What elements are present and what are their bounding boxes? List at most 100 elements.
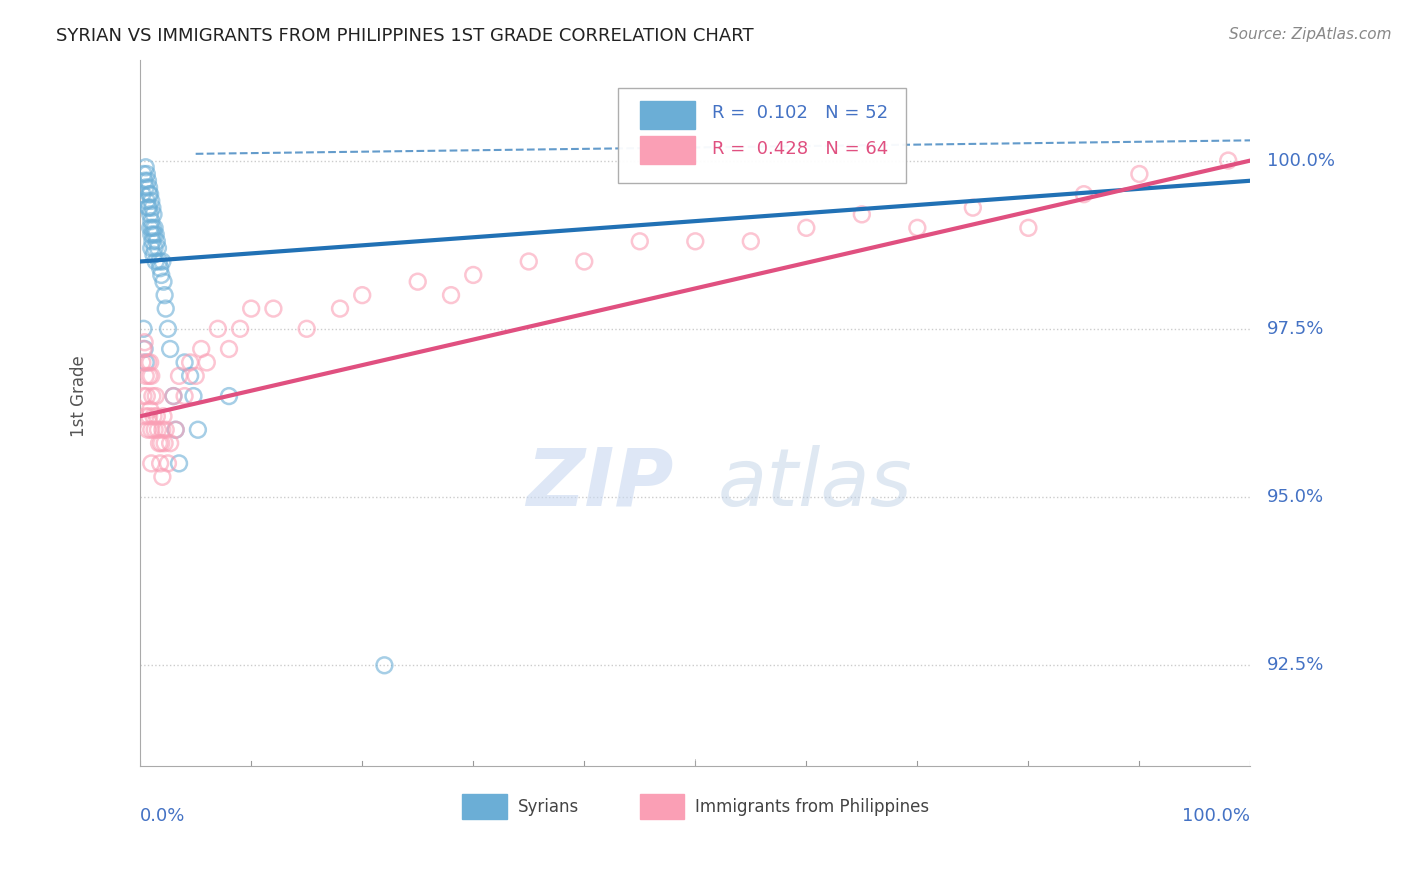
Point xyxy=(143,241,166,255)
Text: R =  0.102   N = 52: R = 0.102 N = 52 xyxy=(711,104,889,122)
Point xyxy=(167,368,190,383)
Point xyxy=(150,254,173,268)
Point xyxy=(153,436,176,450)
Point xyxy=(141,456,163,470)
Point xyxy=(150,423,173,437)
Point xyxy=(1073,187,1095,202)
Point xyxy=(173,355,195,369)
Point xyxy=(135,194,157,208)
Point xyxy=(142,207,165,221)
Point xyxy=(146,235,169,249)
Point xyxy=(162,389,184,403)
Point xyxy=(156,456,179,470)
Point xyxy=(131,355,153,369)
Point xyxy=(173,389,195,403)
Point xyxy=(165,423,187,437)
Point xyxy=(156,322,179,336)
Point xyxy=(134,335,156,350)
Point xyxy=(139,402,162,417)
Point xyxy=(134,174,156,188)
Point xyxy=(167,456,190,470)
Point xyxy=(149,261,172,276)
Text: SYRIAN VS IMMIGRANTS FROM PHILIPPINES 1ST GRADE CORRELATION CHART: SYRIAN VS IMMIGRANTS FROM PHILIPPINES 1S… xyxy=(56,27,754,45)
Point xyxy=(463,268,485,282)
Point xyxy=(135,180,157,194)
Bar xyxy=(463,795,506,819)
Point xyxy=(138,201,160,215)
Point xyxy=(153,288,176,302)
Point xyxy=(141,201,163,215)
Point xyxy=(406,275,429,289)
Text: Syrians: Syrians xyxy=(517,798,579,816)
Text: 97.5%: 97.5% xyxy=(1267,320,1324,338)
Point xyxy=(135,409,157,424)
Point xyxy=(150,470,173,484)
Point xyxy=(352,288,374,302)
Point xyxy=(146,241,169,255)
Point xyxy=(138,409,160,424)
Point xyxy=(132,322,155,336)
Text: 0.0%: 0.0% xyxy=(141,806,186,824)
Point xyxy=(142,248,165,262)
Text: ZIP: ZIP xyxy=(526,444,673,523)
Point xyxy=(141,227,163,242)
Point xyxy=(138,187,160,202)
Point xyxy=(162,389,184,403)
Point xyxy=(152,409,174,424)
Point xyxy=(218,389,240,403)
Point xyxy=(139,207,162,221)
Point xyxy=(183,389,205,403)
Point xyxy=(139,187,162,202)
Point xyxy=(628,235,651,249)
Point xyxy=(329,301,352,316)
Point xyxy=(179,355,201,369)
Point xyxy=(136,423,159,437)
Text: atlas: atlas xyxy=(717,444,912,523)
Point xyxy=(142,227,165,242)
Point xyxy=(141,214,163,228)
Point xyxy=(152,275,174,289)
Point xyxy=(155,301,177,316)
Point xyxy=(132,342,155,356)
Point xyxy=(740,235,762,249)
Point xyxy=(141,220,163,235)
Point xyxy=(190,342,212,356)
Point xyxy=(146,423,169,437)
Point xyxy=(136,174,159,188)
Text: 100.0%: 100.0% xyxy=(1267,152,1336,169)
Point xyxy=(145,389,167,403)
Text: Immigrants from Philippines: Immigrants from Philippines xyxy=(696,798,929,816)
Text: 95.0%: 95.0% xyxy=(1267,488,1324,506)
Bar xyxy=(640,136,696,164)
Point xyxy=(145,227,167,242)
Point xyxy=(141,241,163,255)
Text: 92.5%: 92.5% xyxy=(1267,657,1324,674)
Point xyxy=(139,220,162,235)
Point xyxy=(574,254,596,268)
Point xyxy=(218,342,240,356)
Point xyxy=(685,235,707,249)
Point xyxy=(136,355,159,369)
Point xyxy=(207,322,229,336)
Point xyxy=(135,368,157,383)
Point xyxy=(262,301,284,316)
Point xyxy=(141,194,163,208)
Text: R =  0.428   N = 64: R = 0.428 N = 64 xyxy=(711,140,889,158)
Point xyxy=(165,423,187,437)
Text: 100.0%: 100.0% xyxy=(1182,806,1250,824)
Point xyxy=(150,436,173,450)
Point xyxy=(1017,220,1039,235)
Point xyxy=(135,389,157,403)
Point xyxy=(240,301,263,316)
Point xyxy=(1218,153,1240,168)
Point xyxy=(148,254,170,268)
Point xyxy=(187,423,209,437)
Point xyxy=(142,409,165,424)
Point xyxy=(962,201,984,215)
Point xyxy=(373,658,395,673)
Point xyxy=(145,254,167,268)
Bar xyxy=(640,795,685,819)
Point xyxy=(141,423,163,437)
Point xyxy=(794,220,817,235)
Point xyxy=(905,220,928,235)
